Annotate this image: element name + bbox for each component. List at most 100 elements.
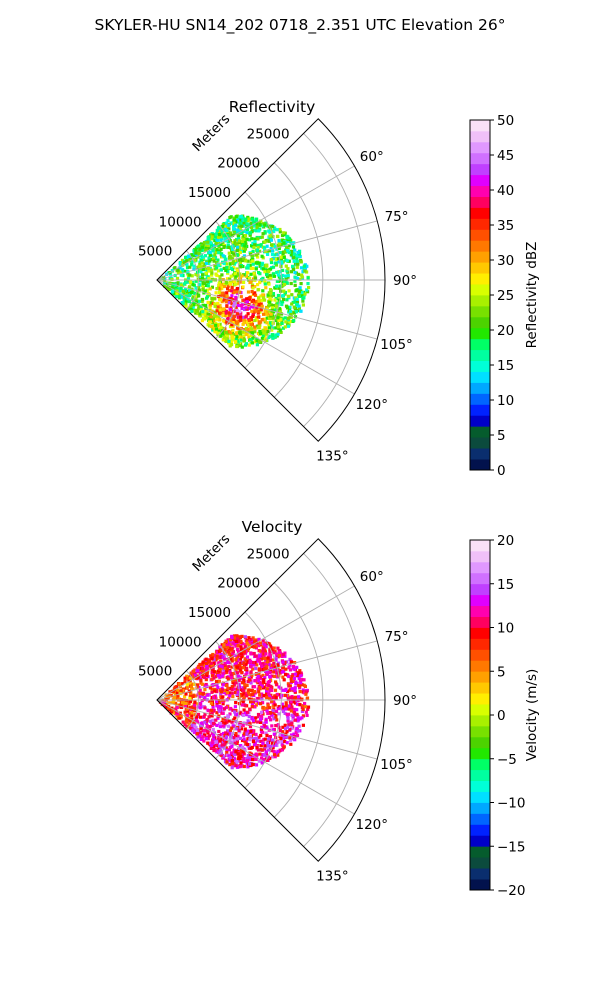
radar-gate <box>266 330 270 334</box>
radar-gate <box>248 338 252 342</box>
radar-gate <box>242 334 246 338</box>
radar-gate <box>243 710 248 715</box>
colorbar-segment <box>470 251 490 263</box>
radar-gate <box>230 294 234 298</box>
radar-gate <box>226 234 230 238</box>
radar-gate <box>192 707 196 711</box>
radar-gate <box>241 713 245 717</box>
radar-gate <box>198 688 202 693</box>
radar-gate <box>229 306 233 310</box>
radar-gate <box>209 324 213 329</box>
radar-gate <box>235 634 239 638</box>
radar-gate <box>251 732 255 736</box>
radar-gate <box>255 659 259 663</box>
radar-gate <box>235 639 239 643</box>
radar-gate <box>261 646 265 651</box>
radar-gate <box>287 707 291 711</box>
radar-gate <box>285 730 289 734</box>
radar-gate <box>252 699 256 703</box>
radar-gate <box>206 243 210 247</box>
radar-gate <box>269 303 273 307</box>
radar-gate <box>219 695 223 699</box>
radar-gate <box>226 271 230 275</box>
radar-gate <box>263 744 267 748</box>
radar-gate <box>223 723 227 727</box>
radar-gate <box>205 667 209 671</box>
radar-gate <box>297 294 301 298</box>
radar-gate <box>257 690 261 694</box>
radar-gate <box>174 285 178 289</box>
radar-gate <box>167 706 171 710</box>
radar-gate <box>199 737 203 741</box>
radar-gate <box>267 282 271 286</box>
radar-gate <box>201 735 205 739</box>
radar-gate <box>218 744 222 748</box>
radar-gate <box>231 684 235 689</box>
radar-gate <box>280 320 284 324</box>
radar-gate <box>256 283 260 287</box>
radar-gate <box>272 717 276 721</box>
radar-gate <box>255 324 259 328</box>
radar-gate <box>241 298 245 302</box>
colorbar-segment <box>470 360 490 372</box>
radar-gate <box>279 318 283 322</box>
radar-gate <box>295 708 299 712</box>
radar-gate <box>299 671 303 675</box>
radar-gate <box>258 272 262 276</box>
radar-gate <box>275 663 280 667</box>
radar-gate <box>220 686 224 690</box>
radar-gate <box>268 647 272 651</box>
radar-gate <box>262 652 266 656</box>
radar-gate <box>211 733 216 737</box>
radar-gate <box>234 340 238 344</box>
radar-gate <box>235 741 239 745</box>
radar-gate <box>224 336 228 341</box>
radar-gate <box>214 272 218 276</box>
radar-gate <box>237 725 241 730</box>
radar-gate <box>288 736 292 740</box>
radar-gate <box>256 245 260 250</box>
radar-gate <box>176 283 180 287</box>
radar-gate <box>257 715 261 719</box>
radar-gate <box>215 266 219 270</box>
radar-gate <box>228 694 232 698</box>
radar-gate <box>267 269 271 274</box>
radar-gate <box>228 657 233 661</box>
radar-gate <box>281 705 286 709</box>
angle-tick-label: 105° <box>380 337 413 353</box>
radar-gate <box>273 688 278 692</box>
radar-gate <box>246 259 250 263</box>
radar-gate <box>242 756 246 761</box>
radar-gate <box>204 271 208 275</box>
radar-gate <box>255 343 259 347</box>
radar-gate <box>188 265 192 269</box>
radar-gate <box>204 303 208 308</box>
radar-gate <box>297 683 301 688</box>
radar-gate <box>297 724 301 728</box>
radar-gate <box>194 726 198 730</box>
radar-gate <box>284 277 288 281</box>
radar-gate <box>197 695 201 699</box>
radar-gate <box>225 748 229 752</box>
radar-gate <box>217 233 221 237</box>
radar-gate <box>188 719 192 723</box>
radar-gate <box>271 272 275 276</box>
radar-gate <box>229 706 233 711</box>
radar-gate <box>262 721 266 725</box>
radar-gate <box>210 677 214 681</box>
radar-gate <box>215 248 219 252</box>
azimuth-spoke <box>156 699 355 815</box>
radar-gate <box>244 306 248 310</box>
radar-gate <box>236 690 240 694</box>
radar-gate <box>230 759 234 763</box>
radar-gate <box>260 266 264 270</box>
colorbar-tick-label: 20 <box>497 533 514 549</box>
radar-gate <box>268 267 273 271</box>
colorbar-segment <box>470 550 490 563</box>
radar-gate <box>264 717 268 721</box>
radar-gate <box>231 241 235 245</box>
radar-gate <box>270 249 274 253</box>
radar-gate <box>235 339 239 343</box>
radar-gate <box>218 249 222 253</box>
radar-gate <box>253 325 257 329</box>
